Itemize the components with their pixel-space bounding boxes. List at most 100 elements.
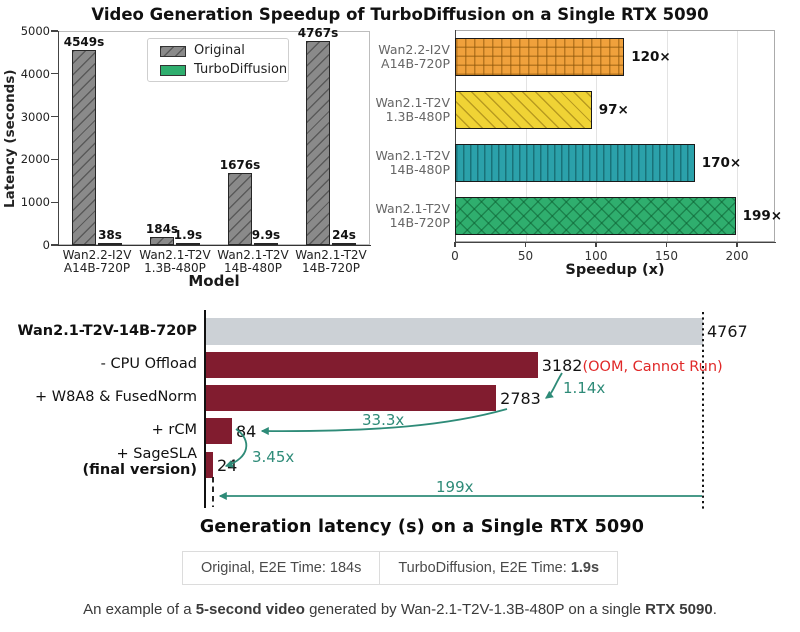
x-axis-line [57, 244, 371, 247]
latency-value-label: 24s [332, 227, 356, 242]
ablation-value: 24 [217, 455, 238, 475]
y-tick-label: 0 [42, 238, 50, 252]
e2e-time-table: Original, E2E Time: 184s TurboDiffusion,… [0, 551, 800, 585]
ablation-value: 84 [236, 421, 257, 441]
latency-bar-turbodiffusion-3 [332, 242, 356, 245]
ablation-bar-1 [206, 352, 538, 378]
latency-value-label: 1676s [219, 158, 261, 173]
y-axis-line [57, 31, 59, 246]
ablation-value-label: 84 [236, 422, 256, 441]
legend-label-original: Original [194, 43, 245, 58]
y-tick-mark [51, 73, 58, 75]
x-category-label: Wan2.1-T2V 1.3B-480P [139, 248, 211, 275]
y-tick-mark [51, 244, 58, 246]
ablation-bar-3 [206, 418, 232, 444]
latency-bar-chart: Latency (seconds) Model Original TurboDi… [0, 0, 800, 300]
y-tick-label: 1000 [20, 195, 50, 210]
ablation-row-label-line: + SageSLA [116, 446, 197, 462]
x-category-label: Wan2.1-T2V 14B-720P [295, 248, 367, 275]
e2e-turbo-value: 1.9s [570, 560, 600, 576]
gridline [596, 31, 597, 241]
ablation-row-label: + W8A8 & FusedNorm [35, 389, 197, 405]
latency-bar-original-0 [72, 50, 96, 245]
ablation-chart-title: Generation latency (s) on a Single RTX 5… [199, 517, 645, 537]
x-tick-label: 150 [655, 249, 678, 263]
ablation-row-label: + SageSLA (final version) [0, 446, 197, 480]
speedup-value-label: 199× [742, 208, 783, 224]
speedup-bar-chart: Speedup (x) 0 50 100 150 200 Wan2.2-I2V A14B-… [0, 0, 800, 300]
latency-bar-turbodiffusion-2 [254, 242, 278, 245]
x-tick-mark [665, 242, 668, 247]
speedup-category-label: Wan2.1-T2V 1.3B-480P [375, 95, 450, 124]
ablation-row-label: + rCM [151, 422, 197, 438]
speedup-bar-3 [455, 197, 736, 235]
ablation-bar-0 [206, 318, 703, 345]
ablation-row-label: Wan2.1-T2V-14B-720P [17, 322, 197, 339]
annotation-3-45x: 3.45x [252, 448, 295, 466]
x-tick-label: 100 [584, 249, 608, 263]
legend-label-turbodiffusion: TurboDiffusion [194, 62, 288, 77]
speedup-bar-0 [455, 38, 625, 76]
y-tick-label: 2000 [20, 152, 50, 167]
ablation-bar-4 [206, 452, 213, 478]
y-tick-label: 3000 [20, 109, 50, 124]
x-tick-mark [454, 242, 456, 247]
caption-bold-segment: RTX 5090 [645, 601, 713, 618]
e2e-turbo-prefix: TurboDiffusion, E2E Time: [398, 560, 571, 576]
x-axis-label: Model [188, 272, 240, 290]
latency-value-label: 4767s [297, 25, 339, 40]
e2e-original-prefix: Original, E2E Time: [200, 560, 330, 576]
speedup-bar-1 [455, 91, 592, 129]
figure-caption: An example of a 5-second video generated… [0, 601, 800, 618]
speedup-bar-2 [455, 144, 695, 182]
ablation-value-label: 2783 [500, 389, 541, 408]
arrow-1-14x [545, 372, 563, 399]
e2e-original-value: 184s [329, 560, 362, 576]
caption-segment: An example of a [83, 601, 196, 618]
oom-note: (OOM, Cannot Run) [582, 358, 723, 375]
latency-value-label: 9.9s [251, 227, 281, 242]
latency-value-label: 38s [98, 227, 122, 242]
figure-title: Video Generation Speedup of TurboDiffusi… [91, 5, 709, 24]
annotation-199x: 199x [436, 478, 474, 496]
speedup-value-label: 120× [631, 49, 671, 65]
latency-bar-original-3 [306, 40, 330, 245]
speedup-category-label: Wan2.2-I2V A14B-720P [378, 42, 450, 71]
y-tick-mark [51, 158, 58, 160]
e2e-cell-original: Original, E2E Time: 184s [181, 551, 381, 585]
caption-segment: generated by Wan-2.1-T2V-1.3B-480P on a … [304, 601, 646, 618]
x-axis-line [454, 241, 776, 243]
x-tick-label: 200 [725, 249, 749, 263]
caption-segment: . [712, 601, 717, 618]
ablation-value-label: 4767 [707, 322, 748, 341]
y-tick-mark [51, 116, 58, 118]
x-category-label: Wan2.1-T2V 14B-480P [217, 248, 289, 275]
ablation-chart: Wan2.1-T2V-14B-720P 4767 - CPU Offload 3182… [0, 300, 800, 515]
ablation-value-label: 24 [217, 456, 237, 475]
y-tick-mark [51, 30, 58, 32]
x-category-label: Wan2.2-I2V A14B-720P [62, 248, 132, 275]
speedup-category-label: Wan2.1-T2V 14B-720P [375, 201, 450, 230]
annotation-33-3x: 33.3x [362, 411, 405, 429]
latency-bar-original-2 [228, 173, 252, 245]
ablation-row-label: - CPU Offload [100, 356, 197, 372]
x-axis-label: Speedup (x) [565, 262, 665, 278]
caption-bold-segment: 5-second video [195, 601, 305, 618]
y-tick-label: 5000 [20, 24, 50, 38]
legend: Original TurboDiffusion [147, 38, 289, 82]
ablation-row-label-line: (final version) [82, 462, 197, 478]
x-tick-mark [595, 242, 597, 247]
ablation-value: 4767 [707, 322, 748, 341]
annotation-1-14x: 1.14x [563, 379, 606, 397]
e2e-cell-turbodiffusion: TurboDiffusion, E2E Time: 1.9s [379, 551, 619, 585]
speedup-value-label: 97× [598, 102, 629, 118]
latency-value-label: 184s [145, 222, 179, 237]
ablation-value-label: 3182(OOM, Cannot Run) [542, 356, 723, 375]
ablation-value: 3182 [541, 355, 583, 375]
speedup-value-label: 170× [701, 155, 742, 171]
y-axis-line [454, 30, 456, 242]
ablation-bar-2 [206, 385, 497, 411]
latency-bar-original-1 [150, 237, 174, 245]
latency-value-label: 1.9s [173, 227, 203, 242]
